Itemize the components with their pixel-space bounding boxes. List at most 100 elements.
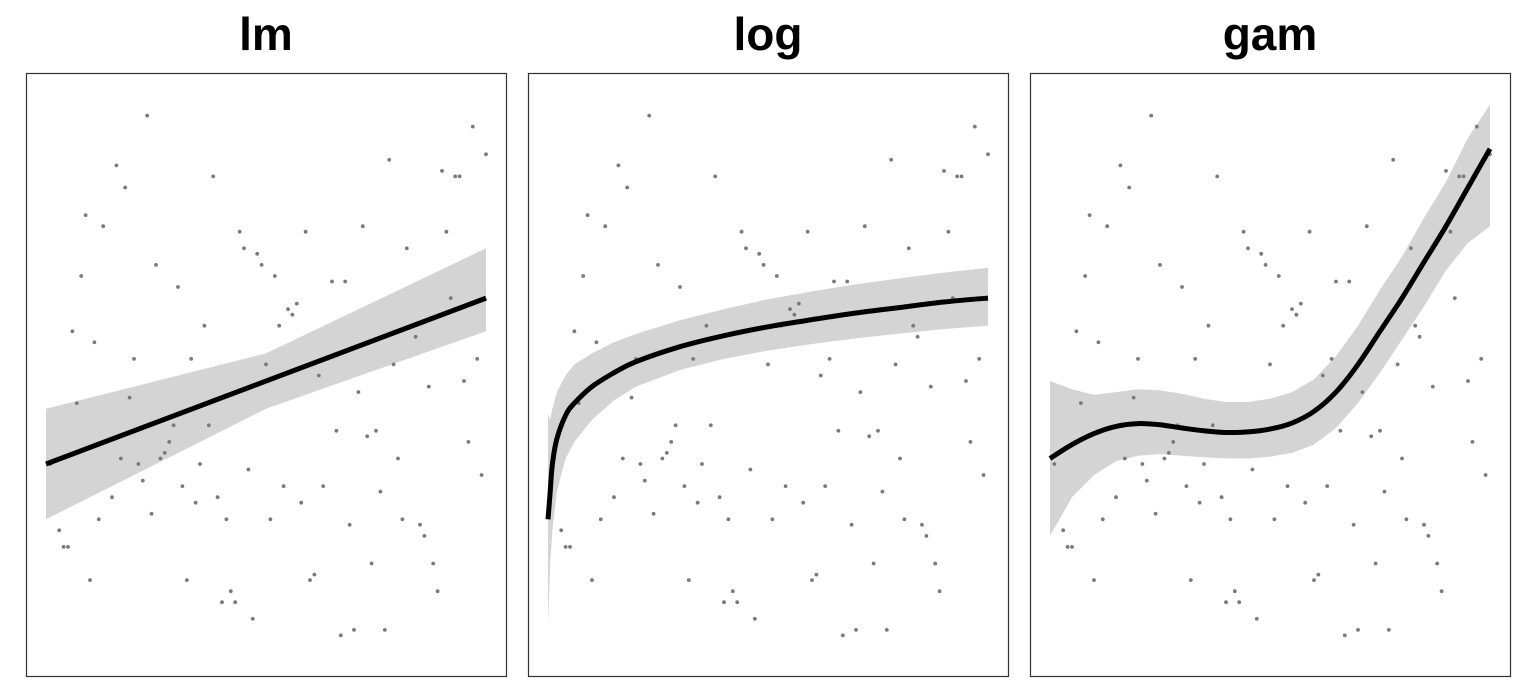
data-point <box>1483 473 1488 477</box>
data-point <box>308 578 312 582</box>
data-point <box>1430 384 1435 389</box>
data-point <box>1237 600 1242 605</box>
data-point <box>264 362 268 367</box>
data-point <box>1351 522 1356 527</box>
data-point <box>757 251 762 256</box>
data-point <box>986 152 990 157</box>
data-point <box>1364 224 1369 229</box>
data-point <box>83 213 88 218</box>
data-point <box>57 528 62 533</box>
data-point <box>801 500 806 505</box>
data-point <box>246 467 251 472</box>
data-point <box>1149 113 1154 118</box>
data-point <box>347 522 352 527</box>
data-point <box>1408 246 1413 251</box>
data-point <box>1272 517 1277 522</box>
data-point <box>876 428 880 433</box>
data-point <box>1184 484 1189 488</box>
data-point <box>365 434 370 439</box>
data-point <box>233 600 238 605</box>
data-point <box>559 528 564 533</box>
data-point <box>479 473 484 477</box>
data-point <box>1298 301 1303 306</box>
data-point <box>713 174 718 179</box>
data-point <box>1144 478 1149 483</box>
data-point <box>343 279 348 284</box>
data-point <box>1202 462 1206 466</box>
data-point <box>202 323 207 328</box>
data-point <box>572 329 577 334</box>
data-point <box>911 323 916 328</box>
data-point <box>255 251 260 256</box>
data-point <box>466 440 471 444</box>
data-point <box>79 274 84 278</box>
data-point <box>215 495 220 500</box>
data-point <box>568 545 572 549</box>
data-point <box>1162 456 1167 461</box>
data-point <box>1369 434 1374 439</box>
data-point <box>1294 312 1299 317</box>
data-point <box>180 484 185 488</box>
data-point <box>369 561 374 566</box>
data-point <box>849 522 854 527</box>
plot-frame <box>25 72 508 678</box>
panel-log <box>527 72 1010 678</box>
data-point <box>387 157 392 162</box>
data-point <box>735 600 740 605</box>
data-point <box>1215 174 1220 179</box>
data-point <box>272 274 277 278</box>
data-point <box>286 307 290 311</box>
data-point <box>1268 362 1272 367</box>
data-point <box>1193 357 1198 361</box>
data-point <box>290 312 295 317</box>
data-point <box>871 561 876 566</box>
data-point <box>884 628 889 632</box>
data-point <box>1224 600 1228 605</box>
data-point <box>827 357 832 361</box>
data-point <box>968 440 973 444</box>
data-point <box>840 633 845 638</box>
data-point <box>836 428 841 433</box>
data-point <box>457 174 462 179</box>
panel-title-log: log <box>733 8 803 60</box>
data-point <box>598 517 603 522</box>
data-point <box>145 113 150 118</box>
data-point <box>788 307 792 311</box>
data-point <box>1439 589 1444 594</box>
data-point <box>1386 628 1391 632</box>
data-point <box>810 578 814 582</box>
data-point <box>1228 517 1233 522</box>
data-point <box>70 329 75 334</box>
data-point <box>1461 174 1466 179</box>
data-point <box>1422 522 1426 527</box>
data-point <box>823 484 828 488</box>
data-point <box>854 628 858 632</box>
data-point <box>352 628 356 632</box>
data-point <box>942 169 946 173</box>
data-point <box>585 213 590 218</box>
data-point <box>1338 428 1343 433</box>
data-point <box>431 561 436 566</box>
data-point <box>1316 572 1321 577</box>
data-point <box>1127 185 1132 190</box>
data-point <box>220 600 224 605</box>
data-point <box>1417 334 1422 339</box>
data-point <box>1474 124 1479 129</box>
data-point <box>638 462 643 466</box>
data-point <box>761 263 766 267</box>
data-point <box>1105 224 1110 229</box>
data-point <box>924 534 929 538</box>
data-point <box>1400 456 1404 461</box>
data-point <box>673 423 678 428</box>
data-point <box>1276 274 1281 278</box>
data-point <box>1259 251 1264 256</box>
data-point <box>1092 578 1096 582</box>
data-point <box>484 152 488 157</box>
data-point <box>162 451 167 455</box>
data-point <box>1246 246 1250 251</box>
data-point <box>664 451 669 455</box>
data-point <box>96 517 101 522</box>
data-point <box>858 390 863 394</box>
data-point <box>426 384 431 389</box>
data-point <box>1118 163 1123 168</box>
